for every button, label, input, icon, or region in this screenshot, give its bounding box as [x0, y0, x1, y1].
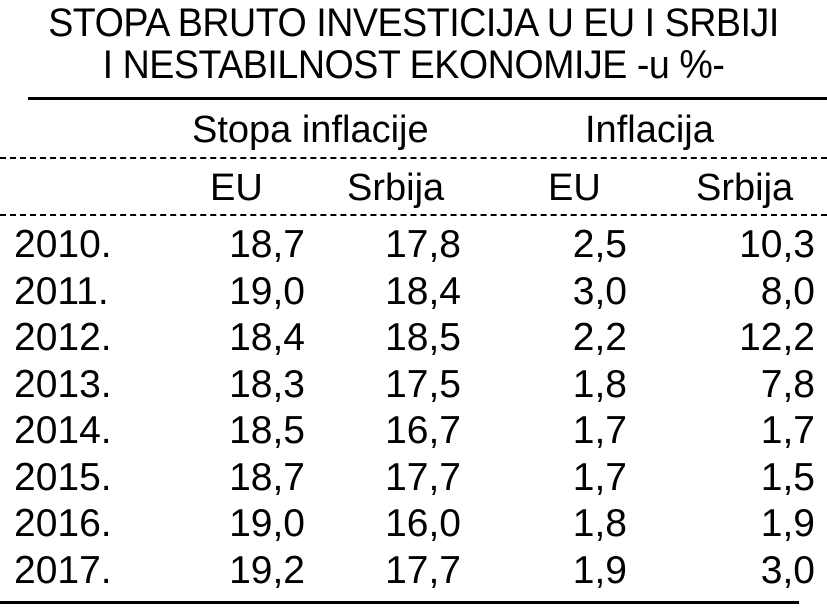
value-cell: 1,5: [760, 455, 815, 499]
value-cell: 17,5: [385, 362, 461, 406]
table-row: 2016. 19,0 16,0 1,8 1,9: [14, 501, 815, 548]
value-cell: 18,3: [229, 362, 305, 406]
subheader-srbija-1: Srbija: [347, 167, 445, 209]
subheader-eu-1: EU: [210, 167, 263, 209]
table-row: 2013. 18,3 17,5 1,8 7,8: [14, 362, 815, 409]
year-cell: 2010.: [14, 223, 112, 267]
year-cell: 2016.: [14, 502, 112, 546]
value-cell: 3,0: [760, 548, 815, 592]
value-cell: 18,7: [229, 455, 305, 499]
value-cell: 1,7: [572, 409, 627, 453]
data-table: 2010. 18,7 17,8 2,5 10,3 2011. 19,0 18,4…: [14, 222, 815, 594]
table-row: 2012. 18,4 18,5 2,2 12,2: [14, 315, 815, 362]
header-dashed-divider-1: [0, 157, 827, 159]
value-cell: 18,5: [385, 316, 461, 360]
value-cell: 17,7: [385, 455, 461, 499]
value-cell: 19,2: [229, 548, 305, 592]
value-cell: 19,0: [229, 269, 305, 313]
year-cell: 2012.: [14, 316, 112, 360]
value-cell: 19,0: [229, 502, 305, 546]
value-cell: 2,5: [572, 223, 627, 267]
value-cell: 7,8: [760, 362, 815, 406]
value-cell: 18,7: [229, 223, 305, 267]
value-cell: 1,8: [572, 362, 627, 406]
year-cell: 2013.: [14, 362, 112, 406]
value-cell: 16,7: [385, 409, 461, 453]
table-row: 2015. 18,7 17,7 1,7 1,5: [14, 455, 815, 502]
header-inflacija: Inflacija: [585, 109, 714, 151]
table-row: 2017. 19,2 17,7 1,9 3,0: [14, 548, 815, 595]
subheader-srbija-2: Srbija: [696, 167, 794, 209]
value-cell: 1,9: [760, 502, 815, 546]
value-cell: 18,4: [385, 269, 461, 313]
header-stopa-inflacije: Stopa inflacije: [192, 109, 429, 151]
value-cell: 1,8: [572, 502, 627, 546]
value-cell: 2,2: [572, 316, 627, 360]
value-cell: 1,7: [572, 455, 627, 499]
table-title: STOPA BRUTO INVESTICIJA U EU I SRBIJI I …: [25, 2, 802, 86]
table-row: 2010. 18,7 17,8 2,5 10,3: [14, 222, 815, 269]
table-row: 2014. 18,5 16,7 1,7 1,7: [14, 408, 815, 455]
value-cell: 12,2: [739, 316, 815, 360]
value-cell: 18,4: [229, 316, 305, 360]
value-cell: 18,5: [229, 409, 305, 453]
value-cell: 16,0: [385, 502, 461, 546]
value-cell: 1,7: [760, 409, 815, 453]
value-cell: 17,8: [385, 223, 461, 267]
value-cell: 8,0: [760, 269, 815, 313]
table-bottom-rule: [0, 601, 799, 604]
year-cell: 2017.: [14, 548, 112, 592]
header-dashed-divider-2: [0, 214, 827, 216]
value-cell: 17,7: [385, 548, 461, 592]
table-row: 2011. 19,0 18,4 3,0 8,0: [14, 269, 815, 316]
title-line-1: STOPA BRUTO INVESTICIJA U EU I SRBIJI: [48, 1, 779, 45]
value-cell: 1,9: [572, 548, 627, 592]
value-cell: 10,3: [739, 223, 815, 267]
year-cell: 2011.: [14, 269, 109, 313]
title-line-2: I NESTABILNOST EKONOMIJE -u %-: [102, 43, 725, 87]
year-cell: 2015.: [14, 455, 112, 499]
title-divider: [28, 97, 827, 100]
value-cell: 3,0: [572, 269, 627, 313]
year-cell: 2014.: [14, 409, 112, 453]
subheader-eu-2: EU: [548, 167, 601, 209]
